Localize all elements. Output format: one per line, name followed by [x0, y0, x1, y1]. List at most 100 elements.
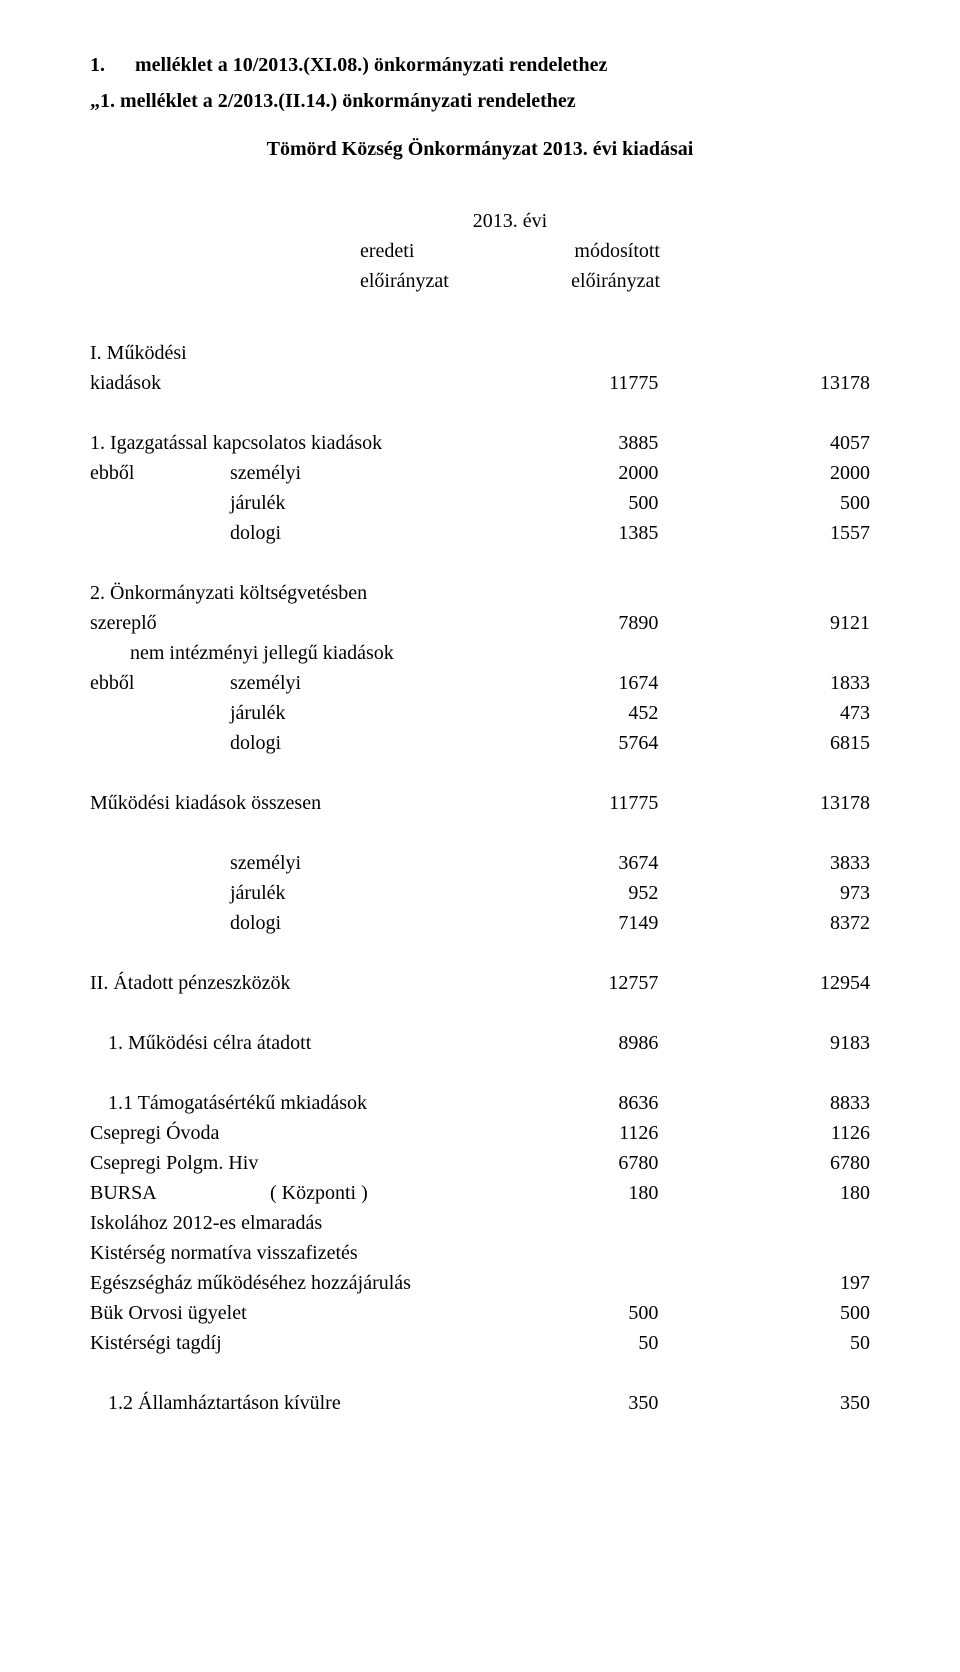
- table-row: 1. Igazgatással kapcsolatos kiadások3885…: [90, 428, 870, 458]
- spacer-row: [90, 998, 870, 1028]
- title-block: 1. melléklet a 10/2013.(XI.08.) önkormán…: [90, 50, 870, 164]
- row-label: Csepregi Polgm. Hiv: [90, 1148, 527, 1178]
- row-value-2: 6780: [698, 1148, 870, 1178]
- table-row: 1.1 Támogatásértékű mkiadások86368833: [90, 1088, 870, 1118]
- row-value-2: [698, 638, 870, 668]
- row-value-2: [698, 1238, 870, 1268]
- spacer-row: [90, 1058, 870, 1088]
- row-value-2: 50: [698, 1328, 870, 1358]
- column-header: 2013. évi eredeti módosított előirányzat…: [360, 206, 870, 296]
- row-value-1: [527, 338, 699, 368]
- row-value-1: 3674: [527, 848, 699, 878]
- row-value-1: [527, 1268, 699, 1298]
- row-label: járulék: [90, 488, 527, 518]
- row-value-2: 6815: [698, 728, 870, 758]
- header-year: 2013. évi: [360, 206, 660, 236]
- table-row: nem intézményi jellegű kiadások: [90, 638, 870, 668]
- table-row: járulék952973: [90, 878, 870, 908]
- row-value-1: 8986: [527, 1028, 699, 1058]
- row-value-2: 180: [698, 1178, 870, 1208]
- row-label: 1.2 Államháztartáson kívülre: [90, 1388, 527, 1418]
- table-row: ebbőlszemélyi16741833: [90, 668, 870, 698]
- row-value-1: 50: [527, 1328, 699, 1358]
- row-value-1: 1674: [527, 668, 699, 698]
- row-value-1: 11775: [527, 368, 699, 398]
- table-row: dologi13851557: [90, 518, 870, 548]
- row-value-2: 13178: [698, 788, 870, 818]
- row-value-2: 8372: [698, 908, 870, 938]
- table-row: kiadások1177513178: [90, 368, 870, 398]
- row-label: Kistérségi tagdíj: [90, 1328, 527, 1358]
- row-value-2: 1126: [698, 1118, 870, 1148]
- row-value-1: 180: [527, 1178, 699, 1208]
- table-row: I. Működési: [90, 338, 870, 368]
- row-label: dologi: [90, 908, 527, 938]
- row-value-2: [698, 1208, 870, 1238]
- row-label: I. Működési: [90, 338, 527, 368]
- row-label: járulék: [90, 878, 527, 908]
- title-line-2: „1. melléklet a 2/2013.(II.14.) önkormán…: [90, 86, 870, 116]
- row-label: Kistérség normatíva visszafizetés: [90, 1238, 527, 1268]
- table-row: 2. Önkormányzati költségvetésben: [90, 578, 870, 608]
- table-row: 1.2 Államháztartáson kívülre350350: [90, 1388, 870, 1418]
- row-label: 1. Igazgatással kapcsolatos kiadások: [90, 428, 527, 458]
- row-label: 1. Működési célra átadott: [90, 1028, 527, 1058]
- row-value-1: 12757: [527, 968, 699, 998]
- row-value-1: [527, 578, 699, 608]
- title-line-1: 1. melléklet a 10/2013.(XI.08.) önkormán…: [90, 50, 870, 80]
- header-c1b: előirányzat: [360, 266, 449, 296]
- row-label: Bük Orvosi ügyelet: [90, 1298, 527, 1328]
- row-label: Iskolához 2012-es elmaradás: [90, 1208, 527, 1238]
- row-label: kiadások: [90, 368, 527, 398]
- header-c2b: előirányzat: [571, 266, 660, 296]
- title-line-3: Tömörd Község Önkormányzat 2013. évi kia…: [90, 134, 870, 164]
- table-row: Kistérségi tagdíj5050: [90, 1328, 870, 1358]
- row-label: nem intézményi jellegű kiadások: [90, 638, 527, 668]
- row-value-2: 1557: [698, 518, 870, 548]
- table-row: II. Átadott pénzeszközök1275712954: [90, 968, 870, 998]
- table-row: dologi71498372: [90, 908, 870, 938]
- row-value-1: [527, 1208, 699, 1238]
- row-value-1: [527, 1238, 699, 1268]
- row-label: BURSA( Központi ): [90, 1178, 527, 1208]
- row-value-2: [698, 578, 870, 608]
- table-row: szereplő78909121: [90, 608, 870, 638]
- row-value-1: 500: [527, 1298, 699, 1328]
- row-value-1: 452: [527, 698, 699, 728]
- row-value-1: 7890: [527, 608, 699, 638]
- spacer-row: [90, 548, 870, 578]
- row-label: Működési kiadások összesen: [90, 788, 527, 818]
- table-row: Bük Orvosi ügyelet500500: [90, 1298, 870, 1328]
- row-value-2: 12954: [698, 968, 870, 998]
- spacer-row: [90, 398, 870, 428]
- row-value-2: 197: [698, 1268, 870, 1298]
- row-value-2: 8833: [698, 1088, 870, 1118]
- row-value-1: 2000: [527, 458, 699, 488]
- row-value-2: 500: [698, 1298, 870, 1328]
- header-c2a: módosított: [574, 236, 660, 266]
- row-value-2: 473: [698, 698, 870, 728]
- row-label: 1.1 Támogatásértékű mkiadások: [90, 1088, 527, 1118]
- row-value-1: 11775: [527, 788, 699, 818]
- row-label: II. Átadott pénzeszközök: [90, 968, 527, 998]
- row-value-2: 9183: [698, 1028, 870, 1058]
- row-label: ebbőlszemélyi: [90, 668, 527, 698]
- table-row: Iskolához 2012-es elmaradás: [90, 1208, 870, 1238]
- header-c1a: eredeti: [360, 236, 414, 266]
- row-value-1: 1126: [527, 1118, 699, 1148]
- table-row: Csepregi Óvoda11261126: [90, 1118, 870, 1148]
- row-value-1: 500: [527, 488, 699, 518]
- spacer-row: [90, 938, 870, 968]
- row-value-1: 350: [527, 1388, 699, 1418]
- row-value-1: 6780: [527, 1148, 699, 1178]
- row-label: Egészségház működéséhez hozzájárulás: [90, 1268, 527, 1298]
- row-value-2: 13178: [698, 368, 870, 398]
- row-value-2: [698, 338, 870, 368]
- row-label: dologi: [90, 728, 527, 758]
- table-row: Működési kiadások összesen1177513178: [90, 788, 870, 818]
- row-label: dologi: [90, 518, 527, 548]
- spacer-row: [90, 1358, 870, 1388]
- row-value-2: 1833: [698, 668, 870, 698]
- table-row: járulék452473: [90, 698, 870, 728]
- data-table: I. Működésikiadások11775131781. Igazgatá…: [90, 338, 870, 1418]
